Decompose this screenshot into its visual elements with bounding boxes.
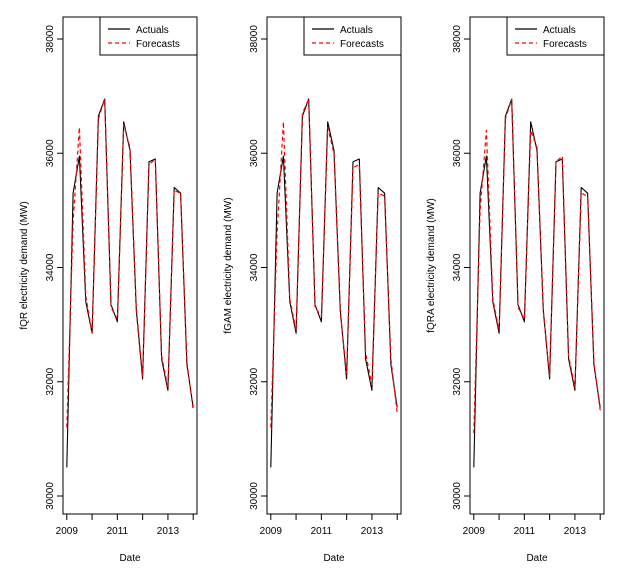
series-line-actuals [270, 98, 398, 468]
x-tick-label: 2013 [157, 526, 180, 537]
x-tick-label: 2013 [361, 526, 384, 537]
legend: Actuals Forecasts [99, 16, 198, 56]
y-tick-label: 38000 [452, 25, 463, 53]
x-axis-label: Date [119, 553, 141, 564]
legend-box [506, 16, 605, 56]
y-tick-label: 38000 [45, 25, 56, 53]
legend-box [303, 16, 402, 56]
legend-label-forecasts: Forecasts [543, 39, 587, 50]
legend: Actuals Forecasts [303, 16, 402, 56]
x-tick-label: 2011 [311, 526, 333, 537]
legend-box [99, 16, 198, 56]
legend-label-actuals: Actuals [136, 25, 169, 36]
y-tick-label: 32000 [45, 367, 56, 395]
x-tick-label: 2009 [260, 526, 283, 537]
x-tick-label: 2011 [107, 526, 129, 537]
legend: Actuals Forecasts [506, 16, 605, 56]
legend-label-actuals: Actuals [543, 25, 576, 36]
y-tick-label: 30000 [452, 482, 463, 510]
y-tick-label: 30000 [45, 482, 56, 510]
y-tick-label: 32000 [249, 367, 260, 395]
plot-frame [469, 16, 605, 515]
y-tick-label: 38000 [249, 25, 260, 53]
y-tick-label: 34000 [45, 253, 56, 281]
x-tick-label: 2011 [514, 526, 536, 537]
chart-panel-1: 30000 32000 34000 36000 38000 2009 2011 2013 Dat… [19, 16, 198, 564]
chart-panel-2: 30000 32000 34000 36000 38000 2009 2011 2013 Dat… [223, 16, 402, 564]
legend-label-actuals: Actuals [340, 25, 373, 36]
series-line-forecasts [270, 98, 398, 428]
plot-frame [266, 16, 402, 515]
y-axis-label: fQR electricity demand (MW) [19, 201, 30, 329]
y-tick-label: 34000 [249, 253, 260, 281]
y-tick-label: 30000 [249, 482, 260, 510]
y-axis-label: fQRA electricity demand (MW) [426, 198, 437, 332]
x-axis-label: Date [323, 553, 345, 564]
x-axis-label: Date [526, 553, 548, 564]
x-tick-label: 2009 [463, 526, 486, 537]
y-tick-label: 36000 [249, 139, 260, 167]
chart-panel-3: 30000 32000 34000 36000 38000 2009 2011 2013 Dat… [426, 16, 605, 564]
y-tick-label: 36000 [452, 139, 463, 167]
legend-label-forecasts: Forecasts [136, 39, 180, 50]
legend-label-forecasts: Forecasts [340, 39, 384, 50]
series-line-forecasts [473, 98, 601, 434]
x-tick-label: 2013 [564, 526, 587, 537]
x-tick-label: 2009 [56, 526, 79, 537]
y-tick-label: 32000 [452, 367, 463, 395]
plot-frame [62, 16, 198, 515]
y-tick-label: 34000 [452, 253, 463, 281]
y-tick-label: 36000 [45, 139, 56, 167]
series-line-forecasts [66, 98, 194, 428]
y-axis-label: fGAM electricity demand (MW) [223, 197, 234, 333]
